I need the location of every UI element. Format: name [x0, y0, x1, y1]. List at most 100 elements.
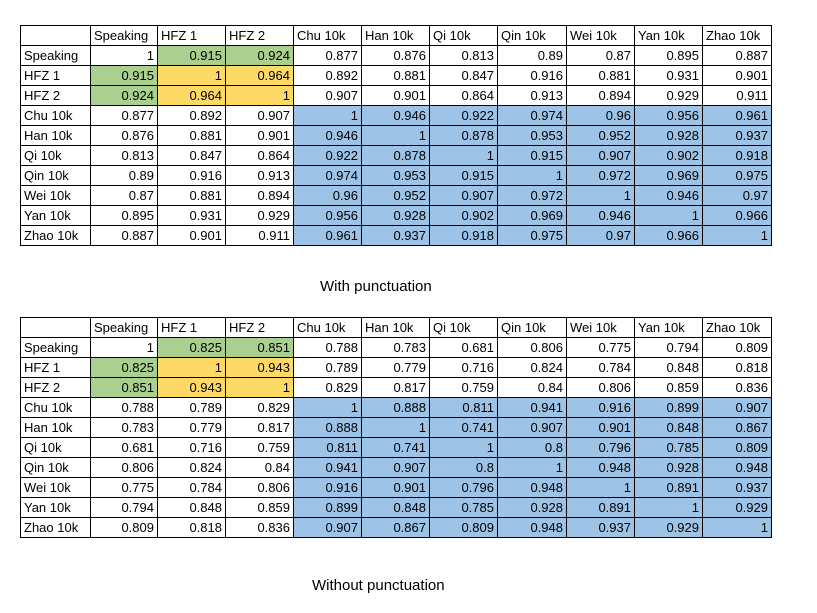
table-cell: 0.961: [702, 105, 772, 126]
table-cell: 0.956: [634, 105, 703, 126]
row-label: HFZ 1: [20, 357, 91, 378]
table-cell: 0.817: [225, 417, 294, 438]
column-header: Qi 10k: [429, 317, 498, 338]
table-cell: 0.911: [225, 225, 294, 246]
table-cell: 0.825: [157, 337, 226, 358]
table-cell: 0.859: [225, 497, 294, 518]
table-row: Qin 10k 0.89 0.916 0.913 0.974 0.953 0.915 1 0.9…: [20, 165, 772, 186]
table-row: Qi 10k 0.681 0.716 0.759 0.811 0.741 1 0.8 0.796…: [20, 437, 772, 458]
table-cell: 0.916: [566, 397, 635, 418]
table-cell: 0.966: [634, 225, 703, 246]
table-cell: 0.907: [497, 417, 567, 438]
table-cell: 0.881: [157, 125, 226, 146]
table-cell: 0.811: [429, 397, 498, 418]
table-cell: 0.881: [566, 65, 635, 86]
table-cell: 1: [90, 337, 158, 358]
table-cell: 0.796: [429, 477, 498, 498]
similarity-table-with-punctuation: Speaking HFZ 1 HFZ 2 Chu 10k Han 10k Qi 10k Qi…: [20, 25, 772, 246]
row-label: Zhao 10k: [20, 225, 91, 246]
table-cell: 1: [293, 397, 362, 418]
table-cell: 1: [225, 85, 294, 106]
table-cell: 0.859: [634, 377, 703, 398]
table-cell: 1: [566, 477, 635, 498]
row-label: Wei 10k: [20, 185, 91, 206]
table-cell: 0.789: [293, 357, 362, 378]
table-cell: 0.902: [429, 205, 498, 226]
table-cell: 0.937: [702, 477, 772, 498]
table-cell: 0.876: [361, 45, 430, 66]
table-cell: 0.775: [90, 477, 158, 498]
table-cell: 0.929: [634, 85, 703, 106]
table-cell: 0.878: [429, 125, 498, 146]
corner-cell: [20, 317, 91, 338]
table-cell: 0.915: [157, 45, 226, 66]
table-cell: 1: [429, 145, 498, 166]
table-row: Chu 10k 0.877 0.892 0.907 1 0.946 0.922 0.974 0.…: [20, 105, 772, 126]
table-cell: 0.911: [702, 85, 772, 106]
table-row: Zhao 10k 0.887 0.901 0.911 0.961 0.937 0.918 0.…: [20, 225, 772, 246]
table-cell: 0.974: [497, 105, 567, 126]
table-cell: 0.928: [634, 125, 703, 146]
table-cell: 0.818: [702, 357, 772, 378]
table-cell: 0.806: [497, 337, 567, 358]
table-cell: 0.901: [225, 125, 294, 146]
table-cell: 0.928: [634, 457, 703, 478]
table-row: Speaking 1 0.915 0.924 0.877 0.876 0.813 0.89 0.…: [20, 45, 772, 66]
table-cell: 0.809: [702, 437, 772, 458]
table-header-row: Speaking HFZ 1 HFZ 2 Chu 10k Han 10k Qi 10k Qi…: [20, 317, 772, 338]
table-cell: 0.899: [634, 397, 703, 418]
column-header: HFZ 1: [157, 317, 226, 338]
table-cell: 0.836: [702, 377, 772, 398]
column-header: Speaking: [90, 25, 158, 46]
row-label: Han 10k: [20, 125, 91, 146]
row-label: Han 10k: [20, 417, 91, 438]
table-cell: 0.809: [429, 517, 498, 538]
table-row: HFZ 1 0.915 1 0.964 0.892 0.881 0.847 0.916 0.88…: [20, 65, 772, 86]
table-row: Qi 10k 0.813 0.847 0.864 0.922 0.878 1 0.915 0.9…: [20, 145, 772, 166]
table-cell: 0.851: [225, 337, 294, 358]
table-cell: 0.8: [497, 437, 567, 458]
row-label: Qi 10k: [20, 145, 91, 166]
table-cell: 0.818: [157, 517, 226, 538]
table-cell: 0.813: [90, 145, 158, 166]
table-cell: 0.888: [293, 417, 362, 438]
table-cell: 0.716: [429, 357, 498, 378]
table-cell: 0.943: [225, 357, 294, 378]
table-cell: 0.929: [225, 205, 294, 226]
table-caption: With punctuation: [320, 278, 432, 295]
table-cell: 0.847: [429, 65, 498, 86]
table-cell: 0.878: [361, 145, 430, 166]
similarity-table-without-punctuation: Speaking HFZ 1 HFZ 2 Chu 10k Han 10k Qi 10k Qi…: [20, 317, 772, 538]
row-label: Yan 10k: [20, 497, 91, 518]
table-cell: 0.788: [90, 397, 158, 418]
table-cell: 0.783: [361, 337, 430, 358]
table-cell: 0.87: [90, 185, 158, 206]
table-cell: 0.848: [634, 417, 703, 438]
table-cell: 0.913: [225, 165, 294, 186]
column-header: Speaking: [90, 317, 158, 338]
column-header: Yan 10k: [634, 317, 703, 338]
row-label: Speaking: [20, 45, 91, 66]
table-cell: 0.824: [157, 457, 226, 478]
table-cell: 0.969: [634, 165, 703, 186]
row-label: HFZ 1: [20, 65, 91, 86]
table-cell: 0.922: [429, 105, 498, 126]
table-cell: 0.956: [293, 205, 362, 226]
table-cell: 0.741: [361, 437, 430, 458]
table-cell: 0.948: [566, 457, 635, 478]
table-cell: 0.899: [293, 497, 362, 518]
table-cell: 1: [702, 517, 772, 538]
column-header: Zhao 10k: [702, 25, 772, 46]
row-label: Chu 10k: [20, 397, 91, 418]
table-cell: 0.894: [566, 85, 635, 106]
column-header: Qi 10k: [429, 25, 498, 46]
table-row: Zhao 10k 0.809 0.818 0.836 0.907 0.867 0.809 0.…: [20, 517, 772, 538]
table-cell: 0.924: [225, 45, 294, 66]
table-cell: 0.941: [497, 397, 567, 418]
table-cell: 0.783: [90, 417, 158, 438]
table-cell: 0.681: [429, 337, 498, 358]
table-cell: 0.895: [634, 45, 703, 66]
table-cell: 0.97: [566, 225, 635, 246]
table-cell: 0.915: [429, 165, 498, 186]
table-cell: 0.953: [361, 165, 430, 186]
